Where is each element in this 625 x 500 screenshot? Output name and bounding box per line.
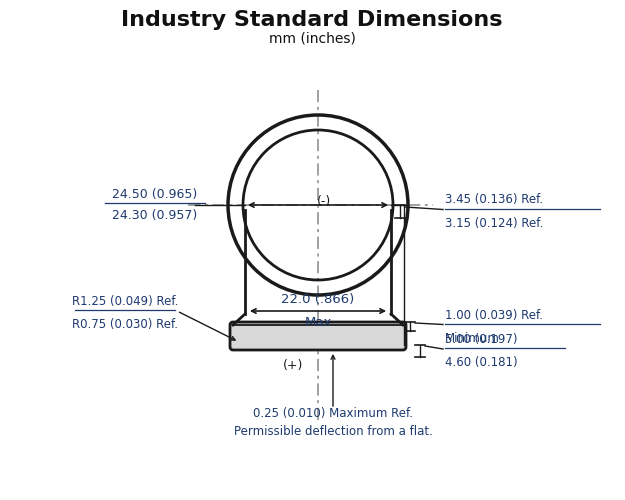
FancyBboxPatch shape [230, 322, 406, 350]
Text: Permissible deflection from a flat.: Permissible deflection from a flat. [234, 425, 432, 438]
Text: 3.15 (0.124) Ref.: 3.15 (0.124) Ref. [445, 216, 543, 230]
Text: 3.45 (0.136) Ref.: 3.45 (0.136) Ref. [445, 194, 543, 206]
Text: (+): (+) [282, 358, 303, 372]
Text: R0.75 (0.030) Ref.: R0.75 (0.030) Ref. [72, 318, 178, 331]
Text: 24.30 (0.957): 24.30 (0.957) [112, 209, 198, 222]
Text: 1.00 (0.039) Ref.: 1.00 (0.039) Ref. [445, 308, 543, 322]
Text: R1.25 (0.049) Ref.: R1.25 (0.049) Ref. [72, 295, 178, 308]
Text: 24.50 (0.965): 24.50 (0.965) [112, 188, 198, 201]
Text: mm (inches): mm (inches) [269, 32, 356, 46]
Text: 5.00 (0.197): 5.00 (0.197) [445, 333, 518, 346]
Text: 22.0 (.866): 22.0 (.866) [281, 293, 354, 306]
Text: Minimum: Minimum [445, 332, 500, 344]
Text: Industry Standard Dimensions: Industry Standard Dimensions [121, 10, 503, 30]
Text: Max: Max [304, 316, 332, 329]
Text: 0.25 (0.010) Maximum Ref.: 0.25 (0.010) Maximum Ref. [253, 407, 413, 420]
Text: 4.60 (0.181): 4.60 (0.181) [445, 356, 518, 369]
Text: (-): (-) [317, 196, 331, 208]
